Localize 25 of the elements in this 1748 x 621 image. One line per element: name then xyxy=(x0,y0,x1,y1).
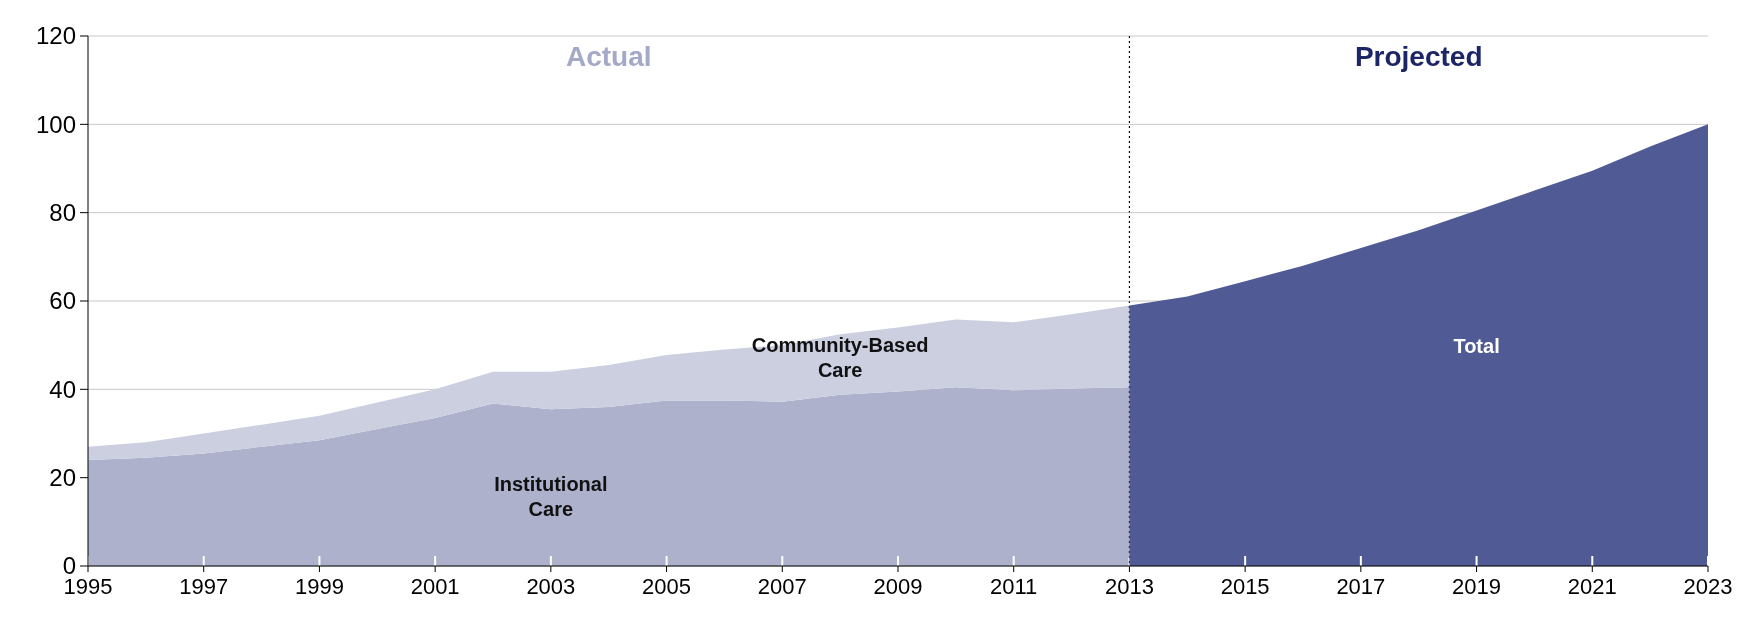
x-tick-label: 2019 xyxy=(1452,574,1502,599)
x-tick-label: 2007 xyxy=(757,574,807,599)
x-tick-label: 1999 xyxy=(294,574,344,599)
x-tick-label: 2021 xyxy=(1567,574,1617,599)
x-tick-label: 2013 xyxy=(1104,574,1154,599)
series-label: Institutional Care xyxy=(494,473,608,521)
x-tick-label: 2003 xyxy=(526,574,576,599)
x-tick-label: 2001 xyxy=(410,574,460,599)
x-tick-label: 2023 xyxy=(1683,574,1733,599)
x-tick-label: 2005 xyxy=(642,574,692,599)
x-tick-label: 2015 xyxy=(1220,574,1270,599)
annotation: Projected xyxy=(1354,41,1483,72)
y-tick-label: 120 xyxy=(35,22,76,50)
y-tick-label: 20 xyxy=(49,464,76,492)
series-label: Community-Based Care xyxy=(751,334,929,382)
y-tick-label: 60 xyxy=(49,287,76,315)
x-tick-label: 1997 xyxy=(179,574,229,599)
annotation: Actual xyxy=(565,41,652,72)
x-tick-label: 2009 xyxy=(873,574,923,599)
x-tick-label: 2017 xyxy=(1336,574,1386,599)
x-tick-label: 2011 xyxy=(990,574,1038,599)
y-tick-label: 80 xyxy=(49,199,76,227)
series-label: Total xyxy=(1453,334,1500,357)
y-tick-label: 100 xyxy=(35,110,76,138)
y-tick-label: 40 xyxy=(49,375,76,403)
